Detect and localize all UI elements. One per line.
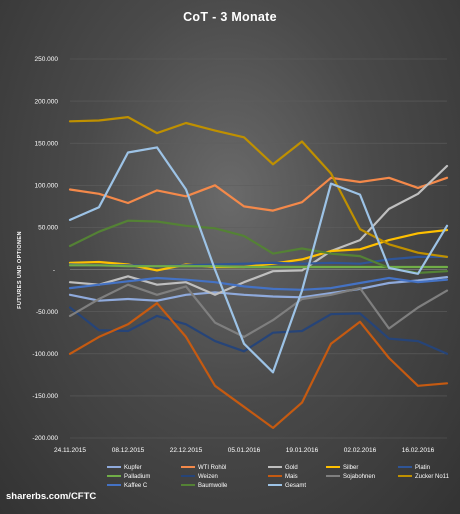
legend-label: Platin: [415, 465, 430, 471]
x-tick-label: 19.01.2016: [286, 447, 319, 454]
legend-label: WTI Rohöl: [198, 465, 226, 471]
legend-label: Gold: [285, 465, 298, 471]
series-line-gold: [68, 164, 449, 296]
y-tick-label: -200.000: [32, 435, 58, 442]
y-tick-label: -150.000: [32, 393, 58, 400]
series-line-baumwolle: [68, 219, 449, 274]
y-tick-label: 100.000: [35, 183, 59, 190]
x-tick-label: 24.11.2015: [54, 447, 86, 454]
source-credit: sharerbs.com/CFTC: [6, 491, 97, 502]
y-tick-label: 250.000: [35, 56, 59, 63]
series-line-sojabohnen: [68, 283, 449, 338]
legend-label: Sojabohnen: [343, 474, 375, 480]
x-axis-ticks: 24.11.2015 08.12.2015 22.12.2015 05.01.2016…: [54, 447, 435, 454]
legend-label: Kupfer: [124, 465, 142, 471]
x-tick-label: 02.02.2016: [344, 447, 377, 454]
legend-label: Baumwolle: [198, 483, 228, 489]
y-tick-label: 150.000: [35, 140, 59, 147]
series-line-mais: [68, 302, 449, 429]
series-line-wti-roh-l: [68, 176, 449, 212]
legend-label: Mais: [285, 474, 298, 480]
legend-label: Palladium: [124, 474, 150, 480]
series-line-kupfer: [68, 276, 449, 302]
y-tick-label: -: [53, 267, 55, 274]
x-tick-label: 22.12.2015: [170, 447, 203, 454]
series-line-zucker-no11: [68, 115, 449, 258]
series-line-kaffee-c: [68, 276, 449, 291]
x-tick-label: 05.01.2016: [228, 447, 261, 454]
y-axis-label: FUTURES UND OPTIONEN: [17, 231, 23, 309]
y-tick-label: 200.000: [35, 98, 59, 105]
legend-label: Weizen: [198, 474, 218, 480]
x-tick-label: 16.02.2016: [402, 447, 435, 454]
y-axis-ticks: 250.000 200.000 150.000 100.000 50.000 - -50.0…: [32, 56, 58, 442]
legend-label: Gesamt: [285, 483, 306, 489]
legend-label: Zucker No11: [415, 474, 450, 480]
series-lines: [68, 115, 449, 429]
y-tick-label: -100.000: [32, 351, 58, 358]
chart-title: CoT - 3 Monate: [183, 10, 277, 24]
x-tick-label: 08.12.2015: [112, 447, 145, 454]
y-tick-label: -50.000: [36, 309, 58, 316]
gridlines: [70, 58, 447, 439]
legend: Kupfer WTI Rohöl Gold Silber Platin Palladium…: [107, 465, 450, 489]
legend-label: Kaffee C: [124, 483, 148, 489]
legend-label: Silber: [343, 465, 358, 471]
y-tick-label: 50.000: [38, 225, 58, 232]
series-line-weizen: [68, 306, 449, 355]
series-line-gesamt: [68, 146, 449, 374]
